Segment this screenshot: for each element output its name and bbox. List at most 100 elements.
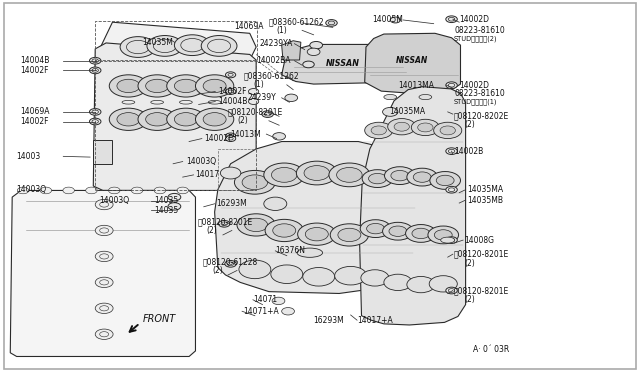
Text: 14071: 14071 [253,295,277,304]
Circle shape [90,109,101,115]
Text: (2): (2) [465,120,475,129]
Text: (1): (1) [276,26,287,35]
Ellipse shape [441,237,455,243]
Polygon shape [282,41,301,60]
Text: (2): (2) [465,295,475,304]
Circle shape [147,36,182,56]
Text: Ⓢ08120-8202E: Ⓢ08120-8202E [454,111,509,120]
Circle shape [167,75,205,97]
Circle shape [371,126,387,135]
Circle shape [310,41,323,49]
Circle shape [360,220,391,237]
Text: 16376N: 16376N [275,246,305,255]
Circle shape [154,187,166,194]
Circle shape [248,89,259,94]
Circle shape [264,197,287,211]
Circle shape [90,118,101,125]
Text: Ⓢ08120-8201E: Ⓢ08120-8201E [197,217,253,226]
Circle shape [203,113,226,126]
Circle shape [177,187,188,194]
Circle shape [218,221,230,227]
Circle shape [365,122,393,138]
Circle shape [203,79,226,93]
Ellipse shape [419,94,432,100]
Text: 08223-81610: 08223-81610 [454,26,505,35]
Circle shape [384,274,412,291]
Text: Ⓢ08360-61262: Ⓢ08360-61262 [243,71,299,80]
Text: 14002D: 14002D [460,81,489,90]
Circle shape [272,297,285,305]
Text: NISSAN: NISSAN [325,59,359,68]
Text: 14035MA: 14035MA [467,185,503,194]
Text: (2): (2) [212,266,223,275]
Circle shape [361,270,389,286]
Circle shape [271,167,297,182]
Text: 14003Q: 14003Q [17,185,47,194]
Circle shape [225,72,236,78]
Circle shape [446,16,458,23]
Circle shape [326,20,337,26]
Text: 14004B: 14004B [20,56,49,65]
Text: 14071+A: 14071+A [243,307,279,316]
Text: (2): (2) [206,226,217,235]
Circle shape [413,172,431,182]
Circle shape [90,67,101,74]
Circle shape [90,57,101,64]
Text: 14003Q: 14003Q [186,157,216,166]
Circle shape [394,122,410,131]
Circle shape [434,122,462,138]
Circle shape [412,119,440,136]
Text: 14035M: 14035M [143,38,173,47]
Circle shape [296,161,337,185]
Text: 14035MB: 14035MB [467,196,503,205]
Polygon shape [93,140,113,164]
Circle shape [329,163,370,187]
Circle shape [95,199,113,210]
Circle shape [262,111,273,118]
Circle shape [436,175,454,186]
Polygon shape [282,44,408,84]
Text: (2): (2) [465,259,475,267]
Circle shape [138,108,176,131]
Text: 14003: 14003 [17,152,41,161]
Circle shape [201,36,237,56]
Text: (1): (1) [253,80,264,89]
Text: 14069A: 14069A [234,22,263,31]
Text: STUDスタッド(2): STUDスタッド(2) [454,35,498,42]
Circle shape [168,203,180,210]
Circle shape [117,113,140,126]
Circle shape [390,17,401,23]
Ellipse shape [297,248,323,257]
Circle shape [195,108,234,131]
Text: Ⓢ08120-8201E: Ⓢ08120-8201E [454,250,509,259]
Circle shape [389,226,407,236]
Circle shape [412,228,430,238]
Circle shape [429,276,458,292]
Text: 14002B: 14002B [454,147,483,155]
Circle shape [86,187,97,194]
Polygon shape [93,43,256,190]
Circle shape [385,167,415,185]
Polygon shape [214,141,416,294]
Circle shape [225,133,236,139]
Circle shape [244,218,268,232]
Text: (2): (2) [237,116,248,125]
Circle shape [337,167,362,182]
Circle shape [167,108,205,131]
Text: 14002F: 14002F [218,87,246,96]
Circle shape [430,171,461,189]
Ellipse shape [384,94,397,100]
Circle shape [242,175,268,190]
Circle shape [298,223,336,245]
Circle shape [239,260,271,279]
Text: 14002BA: 14002BA [256,56,291,65]
Polygon shape [100,22,256,64]
Text: Ⓢ08120-8201E: Ⓢ08120-8201E [228,108,284,116]
Text: 14013MA: 14013MA [398,81,434,90]
Circle shape [330,224,369,246]
Circle shape [273,133,285,140]
Text: 14017+A: 14017+A [357,316,393,325]
Text: 14017: 14017 [195,170,220,179]
Circle shape [63,187,74,194]
Text: 24239YA: 24239YA [260,39,293,48]
